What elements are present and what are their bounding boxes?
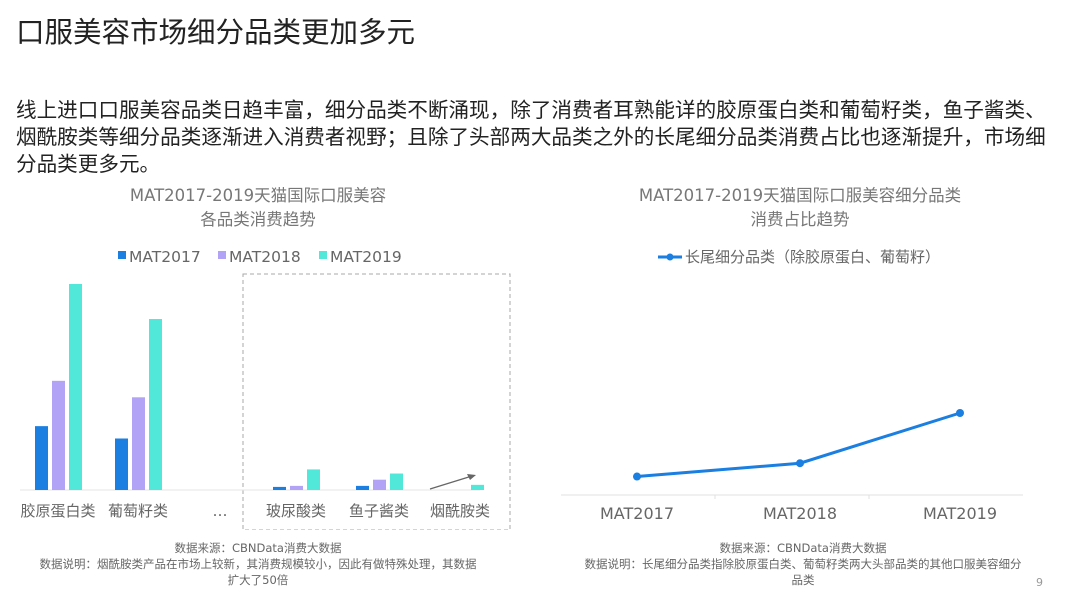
legend-marker	[666, 253, 674, 261]
data-note: 数据说明：烟酰胺类产品在市场上较新，其消费规模较小，因此有做特殊处理，其数据	[39, 557, 477, 571]
bar	[307, 469, 320, 490]
bar	[471, 484, 484, 490]
bar-chart-title-line: 各品类消费趋势	[200, 210, 316, 229]
bar	[356, 485, 369, 490]
line-chart-title-line: 消费占比趋势	[750, 210, 850, 229]
highlight-box	[242, 273, 511, 530]
bar	[132, 397, 145, 490]
bar	[373, 479, 386, 490]
line-chart-title: MAT2017-2019天猫国际口服美容细分品类 消费占比趋势	[540, 184, 1060, 232]
trend-arrow	[429, 475, 473, 490]
data-source: 数据来源：CBNData消费大数据	[719, 541, 887, 555]
x-tick-label: 胶原蛋白类	[20, 502, 95, 520]
data-point	[956, 409, 964, 417]
data-note: 品类	[791, 573, 815, 587]
legend-swatch	[118, 251, 126, 259]
series-line	[636, 411, 961, 479]
paragraph-line: 线上进口口服美容品类日趋丰富，细分品类不断涌现，除了消费者耳熟能详的胶原蛋白类和…	[16, 98, 1046, 122]
data-point	[796, 459, 804, 468]
bar	[290, 485, 303, 490]
x-tick-label: MAT2019	[923, 504, 997, 523]
data-note: 数据说明：长尾细分品类指除胶原蛋白类、葡萄籽类两大头部品类的其他口服美容细分	[584, 557, 1022, 571]
data-source: 数据来源：CBNData消费大数据	[174, 541, 342, 555]
bar-chart: MAT2017 MAT2018 MAT2019 胶原蛋白类 葡萄籽类 … 玻尿酸类 鱼子酱类 烟…	[20, 248, 511, 530]
x-tick-label: MAT2018	[763, 504, 837, 523]
bar	[69, 284, 82, 490]
x-tick-label: …	[213, 502, 228, 520]
arrow-head-icon	[467, 474, 476, 480]
bar-chart-title-line: MAT2017-2019天猫国际口服美容	[129, 186, 387, 205]
slide-title: 口服美容市场细分品类更加多元	[16, 16, 416, 49]
bar-chart-title: MAT2017-2019天猫国际口服美容 各品类消费趋势	[0, 184, 516, 232]
x-tick-label: MAT2017	[600, 504, 674, 523]
bar-chart-notes: 数据来源：CBNData消费大数据 数据说明：烟酰胺类产品在市场上较新，其消费规…	[0, 540, 516, 588]
page-number: 9	[1036, 576, 1043, 589]
bar	[52, 380, 65, 490]
legend-swatch	[319, 251, 327, 259]
line-chart-notes: 数据来源：CBNData消费大数据 数据说明：长尾细分品类指除胶原蛋白类、葡萄籽…	[556, 540, 1050, 588]
legend-swatch	[218, 251, 226, 259]
legend-label: MAT2019	[330, 248, 402, 266]
legend-label: MAT2018	[229, 248, 301, 266]
bar	[273, 486, 286, 490]
bar	[149, 319, 162, 490]
data-note: 扩大了50倍	[227, 573, 289, 587]
legend-label: 长尾细分品类（除胶原蛋白、葡萄籽）	[685, 248, 940, 266]
bar	[390, 473, 403, 490]
line-chart-title-line: MAT2017-2019天猫国际口服美容细分品类	[638, 186, 962, 205]
legend-label: MAT2017	[129, 248, 201, 266]
x-tick-label: 玻尿酸类	[266, 502, 326, 520]
paragraph-line: 分品类更多元。	[16, 152, 161, 176]
data-point	[633, 472, 641, 481]
x-tick-label: 鱼子酱类	[349, 502, 409, 520]
bar	[35, 426, 48, 490]
bar	[115, 438, 128, 490]
x-tick-label: 烟酰胺类	[430, 502, 490, 520]
x-tick-label: 葡萄籽类	[108, 502, 168, 520]
description-paragraph: 线上进口口服美容品类日趋丰富，细分品类不断涌现，除了消费者耳熟能详的胶原蛋白类和…	[16, 97, 1046, 178]
paragraph-line: 烟酰胺类等细分品类逐渐进入消费者视野；且除了头部两大品类之外的长尾细分品类消费占…	[16, 125, 1046, 149]
line-chart: 长尾细分品类（除胶原蛋白、葡萄籽） MAT2017 MAT2018 MAT2019	[561, 248, 1023, 523]
